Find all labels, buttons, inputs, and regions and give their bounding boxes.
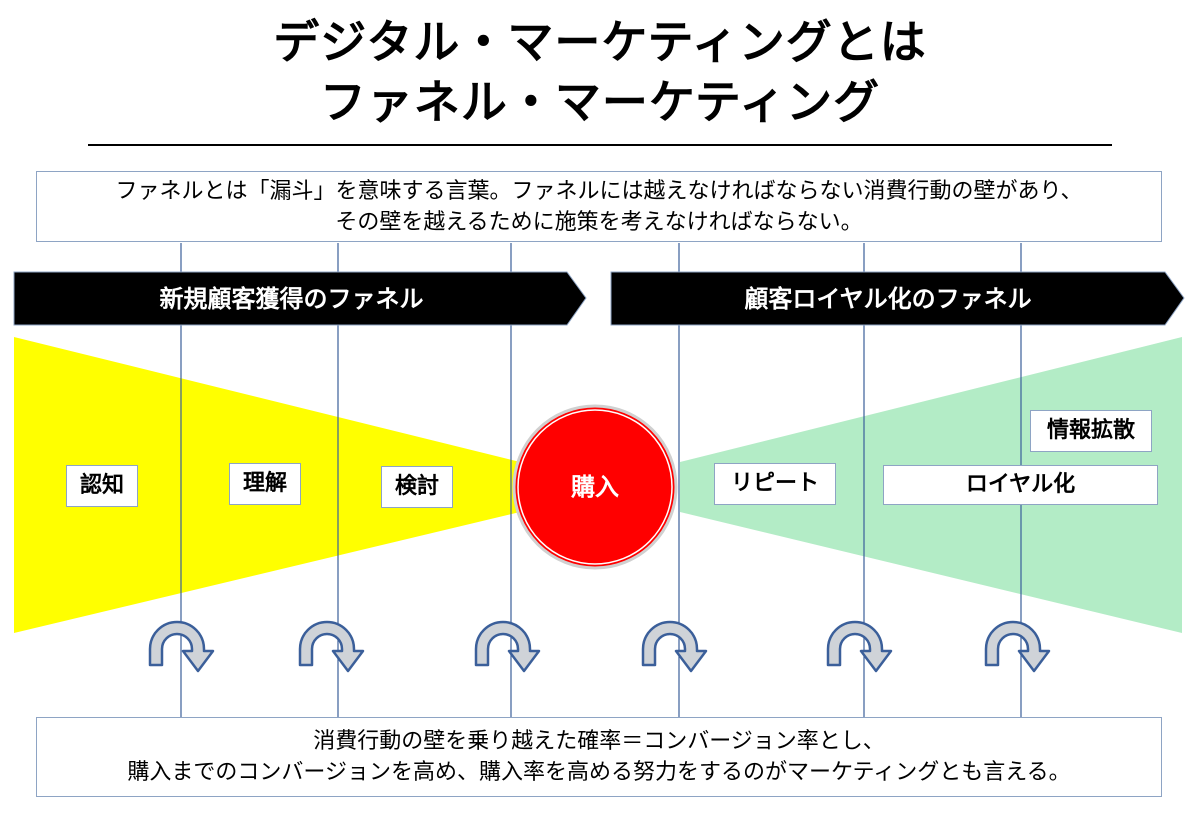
stage-repeat: リピート	[714, 463, 836, 505]
curved-arrow-icon	[984, 620, 1051, 673]
curved-arrow-icon	[641, 620, 708, 673]
banner-acquisition	[13, 271, 587, 326]
title-divider	[88, 144, 1112, 146]
page-title-line-1: デジタル・マーケティングとは	[273, 15, 927, 69]
purchase-circle	[512, 404, 678, 570]
banner-loyalty	[610, 271, 1185, 326]
stage-ninchi: 認知	[66, 465, 138, 507]
conclusion-box: 消費行動の壁を乗り越えた確率＝コンバージョン率とし、 購入までのコンバージョンを…	[36, 717, 1162, 797]
banner-acquisition-label: 新規顧客獲得のファネル	[159, 285, 424, 313]
stage-rikai: 理解	[229, 463, 301, 505]
stage-jouhou: 情報拡散	[1030, 410, 1152, 452]
intro-line-2: その壁を越えるために施策を考えなければならない。	[335, 210, 863, 235]
intro-line-1: ファネルとは「漏斗」を意味する言葉。ファネルには越えなければならない消費行動の壁…	[115, 179, 1083, 204]
conclusion-line-2: 購入までのコンバージョンを高め、購入率を高める努力をするのがマーケティングとも言…	[127, 760, 1071, 785]
stage-kento: 検討	[381, 466, 453, 508]
curved-arrow-icon	[298, 620, 365, 673]
conclusion-line-1: 消費行動の壁を乗り越えた確率＝コンバージョン率とし、	[313, 729, 885, 754]
stage-purchase: 購入	[571, 473, 619, 501]
curved-arrow-icon	[474, 620, 541, 673]
page-title-line-2: ファネル・マーケティング	[319, 75, 881, 129]
banner-loyalty-label: 顧客ロイヤル化のファネル	[744, 285, 1032, 313]
stage-loyal: ロイヤル化	[883, 465, 1158, 505]
intro-box: ファネルとは「漏斗」を意味する言葉。ファネルには越えなければならない消費行動の壁…	[36, 171, 1162, 242]
curved-arrow-icon	[826, 620, 893, 673]
